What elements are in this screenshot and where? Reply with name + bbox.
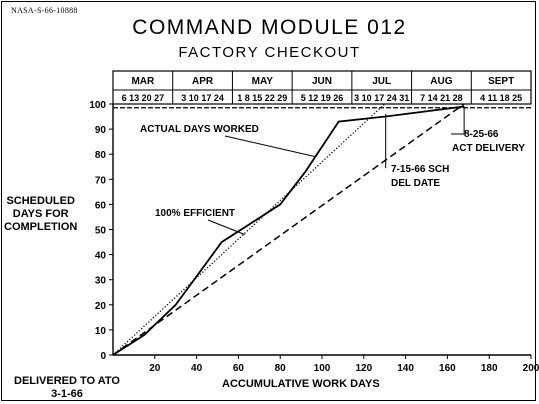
calendar-month-label: APR <box>192 76 214 87</box>
y-tick-label: 40 <box>95 251 107 262</box>
y-tick-label: 100 <box>89 100 106 111</box>
origin-note-line: DELIVERED TO ATO <box>14 375 120 387</box>
leader-line <box>207 219 245 235</box>
x-tick-label: 100 <box>314 363 331 374</box>
y-tick-label: 60 <box>95 200 107 211</box>
x-axis-label: ACCUMULATIVE WORK DAYS <box>222 378 380 390</box>
annotation-act-delivery: ACT DELIVERY <box>452 143 525 154</box>
x-tick-label: 140 <box>397 363 414 374</box>
annotation-sch-date: DEL DATE <box>391 178 440 189</box>
annotation-act-delivery: 8-25-66 <box>464 129 499 140</box>
chart-title: COMMAND MODULE 012 <box>132 16 407 39</box>
y-tick-label: 90 <box>95 125 107 136</box>
series-line-dashed <box>112 103 465 356</box>
annotation-sch-date: 7-15-66 SCH <box>391 164 449 175</box>
y-axis-label-line: DAYS FOR <box>12 208 69 220</box>
x-tick-label: 160 <box>439 363 456 374</box>
calendar-month-label: SEPT <box>488 76 514 87</box>
y-tick-label: 0 <box>100 351 106 362</box>
calendar-dates: 3 10 17 24 31 <box>354 93 409 103</box>
calendar-month-label: MAY <box>252 76 274 87</box>
y-tick-label: 70 <box>95 175 107 186</box>
y-tick-label: 50 <box>95 226 107 237</box>
series-label-actual: ACTUAL DAYS WORKED <box>140 124 259 135</box>
calendar-dates: 6 13 20 27 <box>122 93 165 103</box>
origin-note: DELIVERED TO ATO 3-1-66 <box>14 375 120 401</box>
y-axis-label: SCHEDULED DAYS FOR COMPLETION <box>4 195 77 234</box>
calendar-dates: 4 11 18 25 <box>480 93 522 103</box>
leader-line <box>224 135 316 158</box>
series-line-solid <box>112 105 465 356</box>
series-label-efficient: 100% EFFICIENT <box>155 208 235 219</box>
y-tick-label: 30 <box>95 276 107 287</box>
x-tick-label: 180 <box>481 363 498 374</box>
calendar-dates: 1 8 15 22 29 <box>237 93 287 103</box>
y-tick-label: 10 <box>95 326 107 337</box>
x-tick-label: 120 <box>355 363 372 374</box>
y-tick-label: 80 <box>95 150 107 161</box>
calendar-month-label: JUN <box>312 76 332 87</box>
y-axis-label-line: SCHEDULED <box>6 195 75 207</box>
origin-note-line: 3-1-66 <box>51 388 83 400</box>
calendar-header <box>112 70 532 105</box>
x-tick-label: 20 <box>149 363 161 374</box>
y-axis-label-line: COMPLETION <box>4 221 78 233</box>
calendar-dates: 7 14 21 28 <box>420 93 463 103</box>
x-tick-label: 40 <box>191 363 203 374</box>
x-tick-label: 200 <box>523 363 539 374</box>
y-tick-label: 20 <box>95 301 107 312</box>
document-stamp: NASA-S-66-10888 <box>11 6 78 15</box>
calendar-dates: 3 10 17 24 <box>181 93 224 103</box>
x-tick-label: 60 <box>233 363 245 374</box>
calendar-month-label: MAR <box>131 76 155 87</box>
calendar-dates: 5 12 19 26 <box>301 93 344 103</box>
calendar-month-label: AUG <box>430 76 452 87</box>
series-line-dotted <box>112 103 386 356</box>
chart-subtitle: FACTORY CHECKOUT <box>178 44 361 61</box>
x-tick-label: 80 <box>275 363 287 374</box>
calendar-month-label: JUL <box>372 76 391 87</box>
